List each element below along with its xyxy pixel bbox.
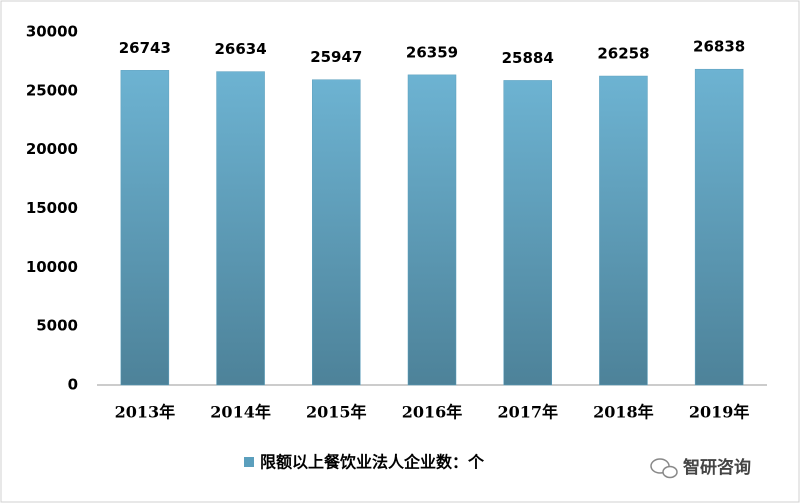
data-label: 26838	[693, 38, 745, 56]
data-label: 26743	[119, 39, 171, 57]
data-label: 25947	[310, 48, 362, 66]
y-tick-label: 25000	[26, 81, 78, 99]
y-tick-label: 15000	[26, 199, 78, 217]
data-label: 25884	[502, 49, 554, 67]
watermark-text: 智研咨询	[683, 457, 751, 478]
y-tick-label: 10000	[26, 258, 78, 276]
y-tick-label: 5000	[36, 317, 78, 335]
bar	[216, 71, 265, 386]
y-tick-label: 30000	[26, 23, 78, 41]
legend-label: 限额以上餐饮业法人企业数：个	[260, 453, 485, 472]
legend-marker	[244, 457, 254, 467]
watermark-icon	[662, 465, 678, 479]
watermark: 智研咨询	[650, 457, 751, 479]
bar	[120, 70, 170, 386]
bar	[503, 80, 552, 386]
bar	[599, 75, 648, 386]
x-tick-label: 2014年	[210, 403, 271, 422]
y-tick-label: 20000	[26, 140, 78, 158]
x-tick-label: 2018年	[593, 403, 654, 422]
data-label: 26634	[214, 40, 266, 58]
bar	[312, 79, 361, 386]
x-tick-label: 2017年	[497, 403, 558, 422]
data-label: 26258	[597, 45, 649, 63]
bar	[407, 74, 457, 386]
x-tick-label: 2016年	[402, 403, 463, 422]
x-tick-label: 2015年	[306, 403, 367, 422]
x-tick-label: 2013年	[115, 403, 176, 422]
x-tick-label: 2019年	[689, 403, 750, 422]
bar	[694, 68, 744, 386]
data-label: 26359	[406, 43, 458, 61]
y-tick-label: 0	[68, 376, 78, 394]
